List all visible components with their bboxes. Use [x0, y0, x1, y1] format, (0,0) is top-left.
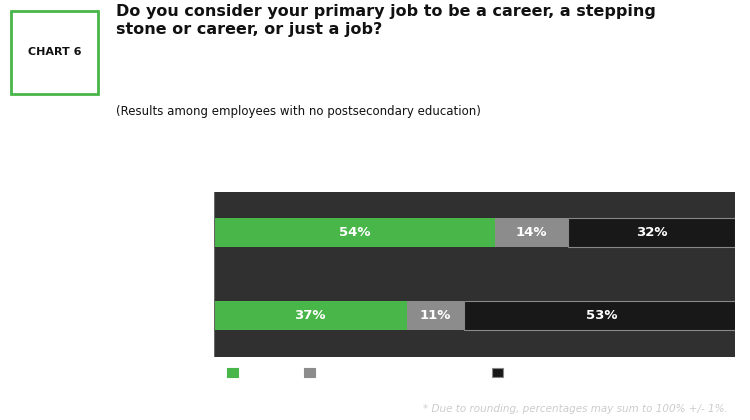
Bar — [464, 301, 740, 330]
Text: 11%: 11% — [419, 309, 451, 322]
Text: CHART 6: CHART 6 — [28, 47, 81, 58]
Text: 53%: 53% — [586, 309, 618, 322]
Text: 32%: 32% — [636, 226, 668, 239]
Text: 54%: 54% — [339, 226, 370, 239]
Bar — [568, 218, 735, 247]
Bar — [214, 301, 406, 330]
Bar — [495, 218, 568, 247]
Text: (Results among employees with no postsecondary education): (Results among employees with no postsec… — [116, 105, 482, 118]
Text: Do you consider your primary job to be a career, a stepping
stone or career, or : Do you consider your primary job to be a… — [116, 4, 656, 37]
Legend: A career, A stepping stone to a career, Just a job: A career, A stepping stone to a career, … — [223, 363, 565, 383]
FancyBboxPatch shape — [11, 11, 98, 94]
Bar — [406, 301, 464, 330]
Text: 37%: 37% — [295, 309, 326, 322]
Text: * Due to rounding, percentages may sum to 100% +/- 1%.: * Due to rounding, percentages may sum t… — [423, 404, 728, 414]
Bar — [568, 218, 735, 247]
Text: 14%: 14% — [516, 226, 548, 239]
Bar — [214, 218, 495, 247]
Bar — [464, 301, 740, 330]
